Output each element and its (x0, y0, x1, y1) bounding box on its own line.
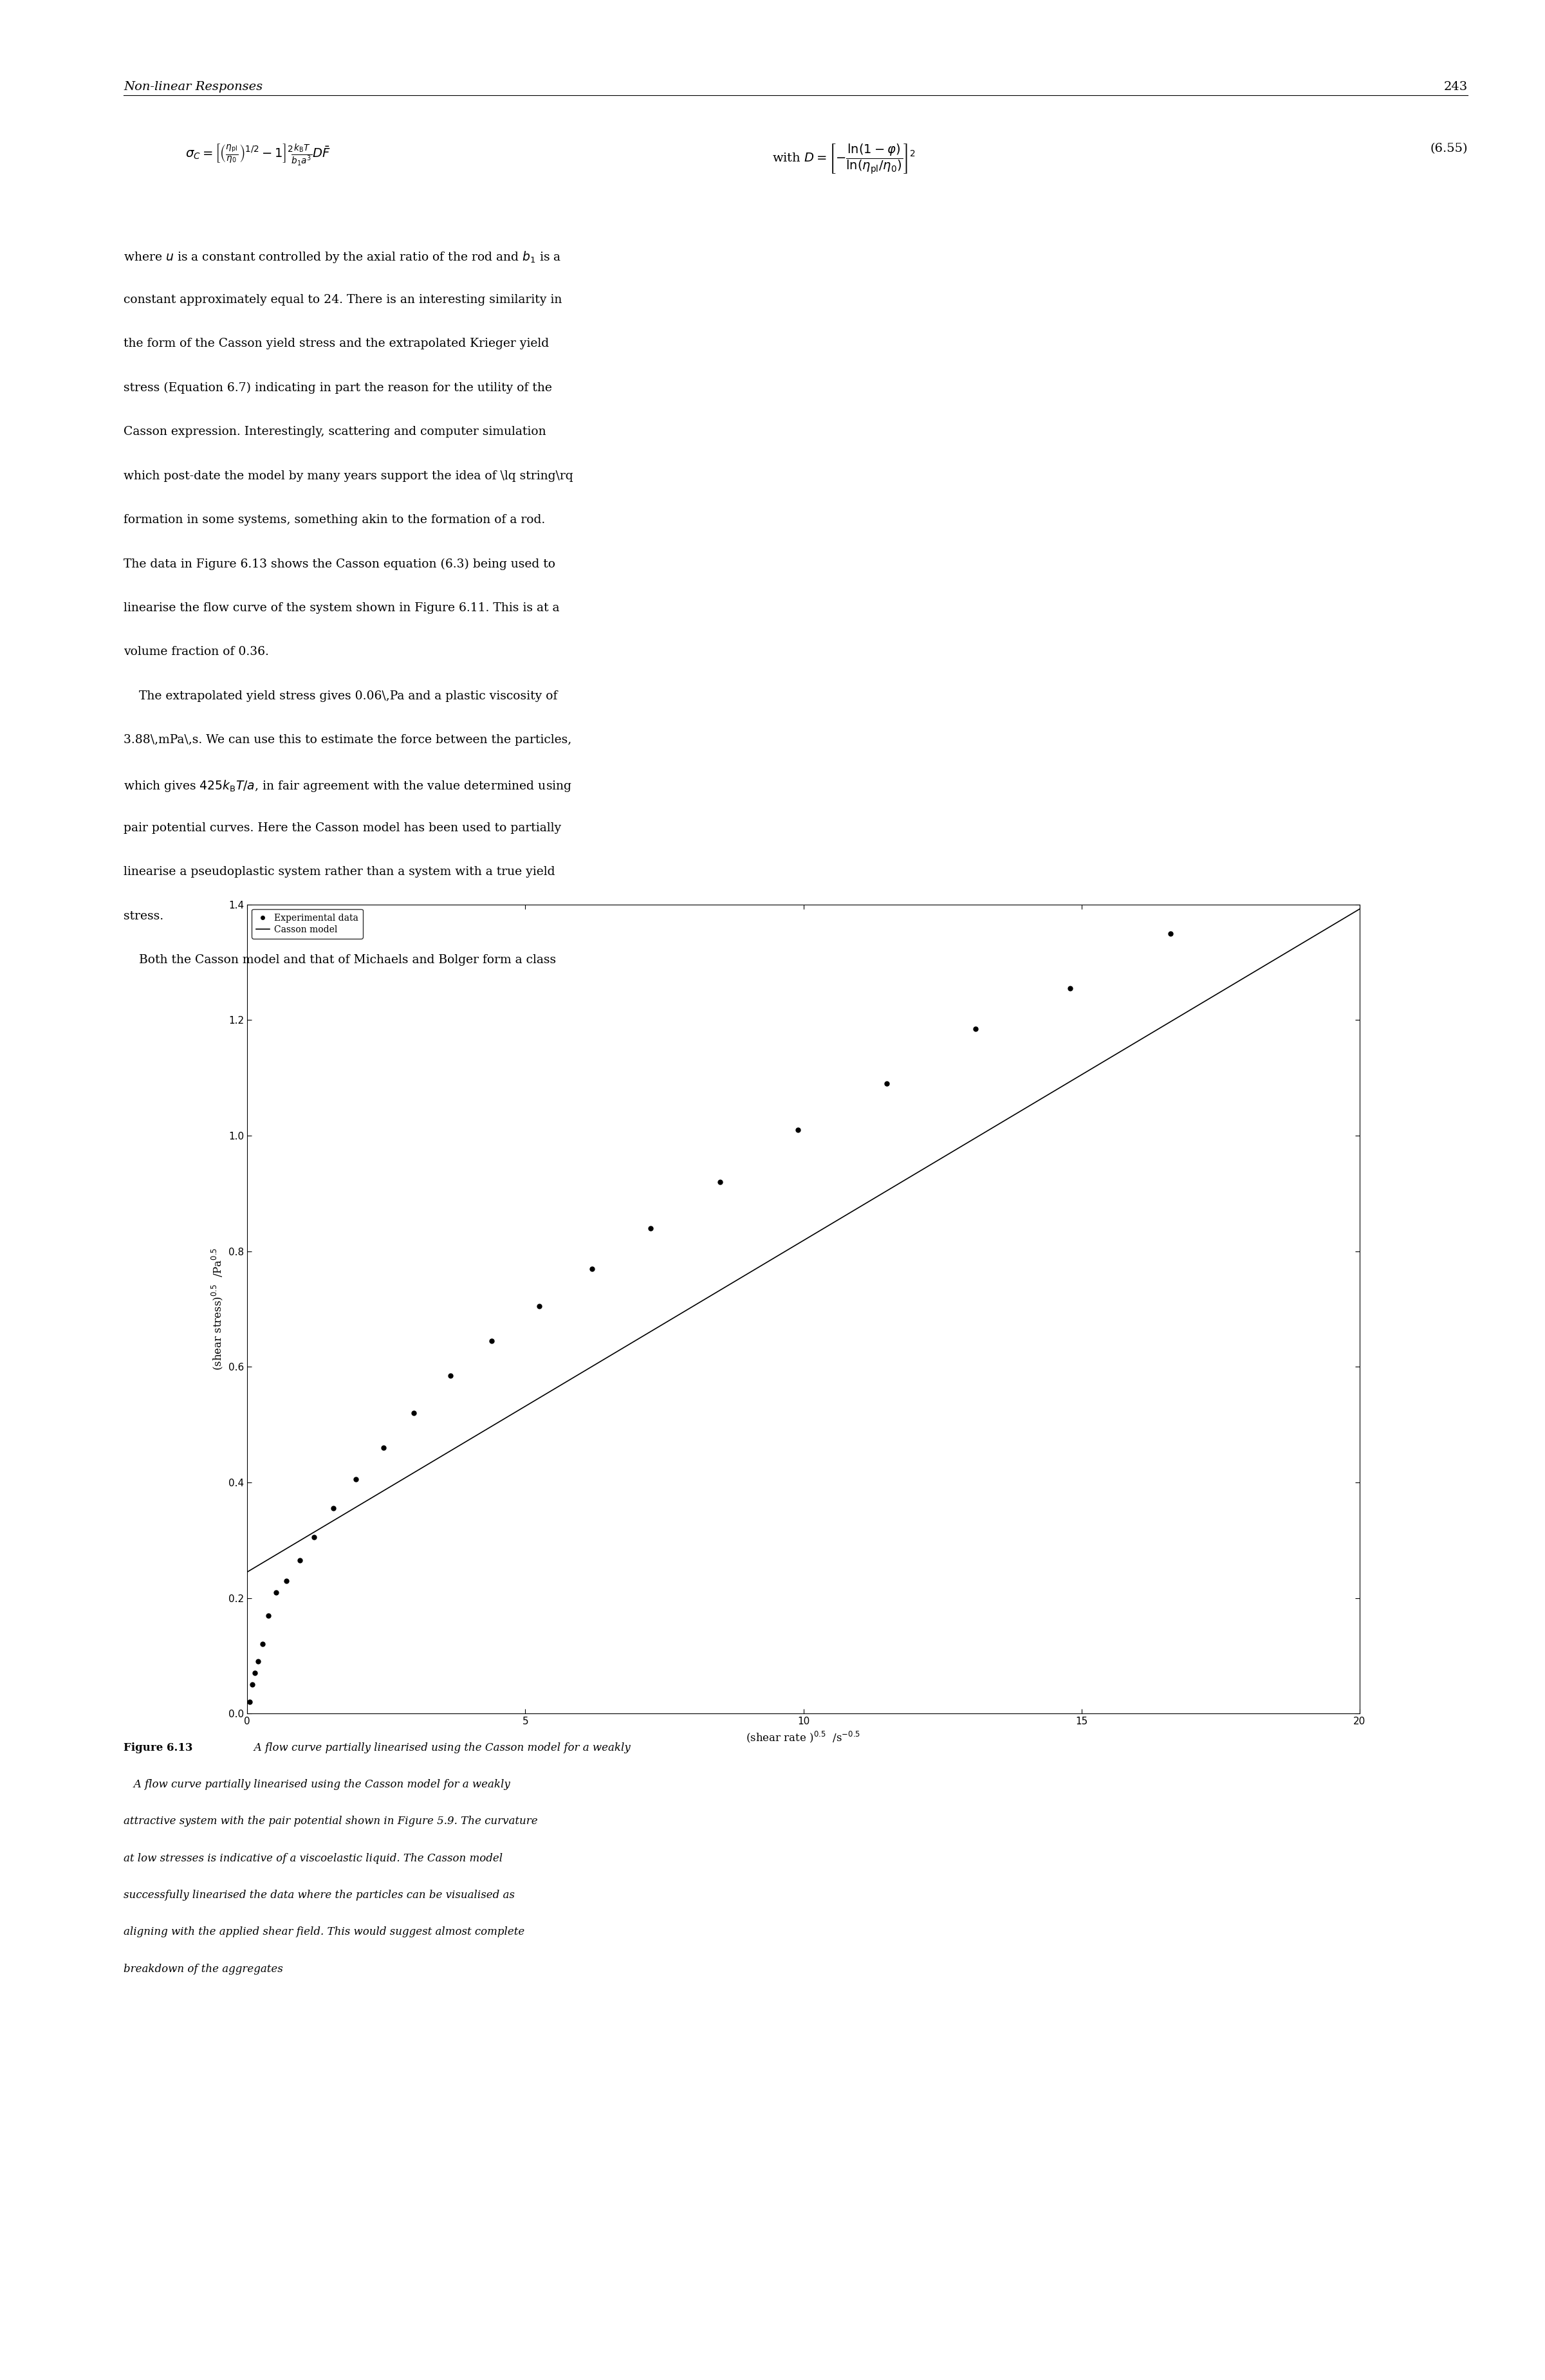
Point (402, 1395, 426, 1433)
Text: $\sigma_C = \left[\left(\frac{\eta_{\rm pl}}{\eta_0}\right)^{1/2} - 1\right]^2\!: $\sigma_C = \left[\left(\frac{\eta_{\rm … (185, 143, 331, 167)
Text: 243: 243 (1443, 81, 1468, 93)
Text: Both the Casson model and that of Michaels and Bolger form a class: Both the Casson model and that of Michae… (124, 954, 556, 966)
Text: stress.: stress. (124, 909, 164, 921)
Point (239, 1666, 264, 1704)
Point (264, 1573, 289, 1611)
Point (250, 1626, 275, 1664)
Point (785, 1111, 810, 1150)
Text: pair potential curves. Here the Casson model has been used to partially: pair potential curves. Here the Casson m… (124, 821, 561, 833)
Text: linearise a pseudoplastic system rather than a system with a true yield: linearise a pseudoplastic system rather … (124, 866, 555, 878)
Point (287, 1542, 312, 1580)
Text: linearise the flow curve of the system shown in Figure 6.11. This is at a: linearise the flow curve of the system s… (124, 602, 559, 614)
Text: successfully linearised the data where the particles can be visualised as: successfully linearised the data where t… (124, 1890, 514, 1902)
Text: formation in some systems, something akin to the formation of a rod.: formation in some systems, something aki… (124, 514, 545, 526)
Text: The extrapolated yield stress gives 0.06\,Pa and a plastic viscosity of: The extrapolated yield stress gives 0.06… (124, 690, 558, 702)
Point (874, 1064, 899, 1102)
Text: the form of the Casson yield stress and the extrapolated Krieger yield: the form of the Casson yield stress and … (124, 338, 548, 350)
Point (301, 1518, 326, 1557)
Text: which post-date the model by many years support the idea of \lq string\rq: which post-date the model by many years … (124, 471, 573, 481)
Text: aligning with the applied shear field. This would suggest almost complete: aligning with the applied shear field. T… (124, 1928, 525, 1937)
Text: (6.55): (6.55) (1431, 143, 1468, 155)
Text: at low stresses is indicative of a viscoelastic liquid. The Casson model: at low stresses is indicative of a visco… (124, 1852, 502, 1864)
Point (479, 1321, 504, 1359)
Text: constant approximately equal to 24. There is an interesting similarity in: constant approximately equal to 24. Ther… (124, 293, 562, 305)
Point (256, 1597, 281, 1635)
Point (638, 1209, 663, 1247)
Point (964, 1009, 989, 1047)
Text: which gives $425k_{\rm B}T/a$, in fair agreement with the value determined using: which gives $425k_{\rm B}T/a$, in fair a… (124, 778, 572, 793)
Text: Figure 6.13: Figure 6.13 (124, 1742, 193, 1754)
Text: attractive system with the pair potential shown in Figure 5.9. The curvature: attractive system with the pair potentia… (124, 1816, 538, 1828)
Text: A flow curve partially linearised using the Casson model for a weakly: A flow curve partially linearised using … (244, 1742, 630, 1754)
Point (437, 1357, 462, 1395)
Point (1159, 914, 1183, 952)
Text: volume fraction of 0.36.: volume fraction of 0.36. (124, 645, 269, 657)
Text: where $u$ is a constant controlled by the axial ratio of the rod and $b_1$ is a: where $u$ is a constant controlled by th… (124, 250, 561, 264)
Y-axis label: (shear stress)$^{0.5}$  /Pa$^{0.5}$: (shear stress)$^{0.5}$ /Pa$^{0.5}$ (210, 1247, 226, 1371)
Text: 3.88\,mPa\,s. We can use this to estimate the force between the particles,: 3.88\,mPa\,s. We can use this to estimat… (124, 733, 572, 745)
Point (321, 1490, 346, 1528)
Point (371, 1428, 396, 1466)
Text: The data in Figure 6.13 shows the Casson equation (6.3) being used to: The data in Figure 6.13 shows the Casson… (124, 557, 555, 569)
Text: Non-linear Responses: Non-linear Responses (124, 81, 263, 93)
Text: breakdown of the aggregates: breakdown of the aggregates (124, 1963, 283, 1975)
Text: stress (Equation 6.7) indicating in part the reason for the utility of the: stress (Equation 6.7) indicating in part… (124, 381, 552, 393)
Point (243, 1654, 267, 1692)
Point (238, 1683, 263, 1721)
Text: with $D = \left[-\dfrac{\ln(1-\varphi)}{\ln(\eta_{\rm pl}/\eta_0)}\right]^2$: with $D = \left[-\dfrac{\ln(1-\varphi)}{… (772, 143, 916, 176)
Point (579, 1250, 604, 1288)
Point (708, 1164, 732, 1202)
Point (343, 1461, 368, 1499)
Point (273, 1561, 298, 1599)
Text: Casson expression. Interestingly, scattering and computer simulation: Casson expression. Interestingly, scatte… (124, 426, 545, 438)
Point (1058, 969, 1083, 1007)
Legend: Experimental data, Casson model: Experimental data, Casson model (252, 909, 363, 938)
Point (527, 1288, 552, 1326)
X-axis label: (shear rate )$^{0.5}$  /s$^{-0.5}$: (shear rate )$^{0.5}$ /s$^{-0.5}$ (746, 1730, 861, 1745)
Point (246, 1642, 270, 1680)
Text: A flow curve partially linearised using the Casson model for a weakly: A flow curve partially linearised using … (124, 1780, 510, 1790)
